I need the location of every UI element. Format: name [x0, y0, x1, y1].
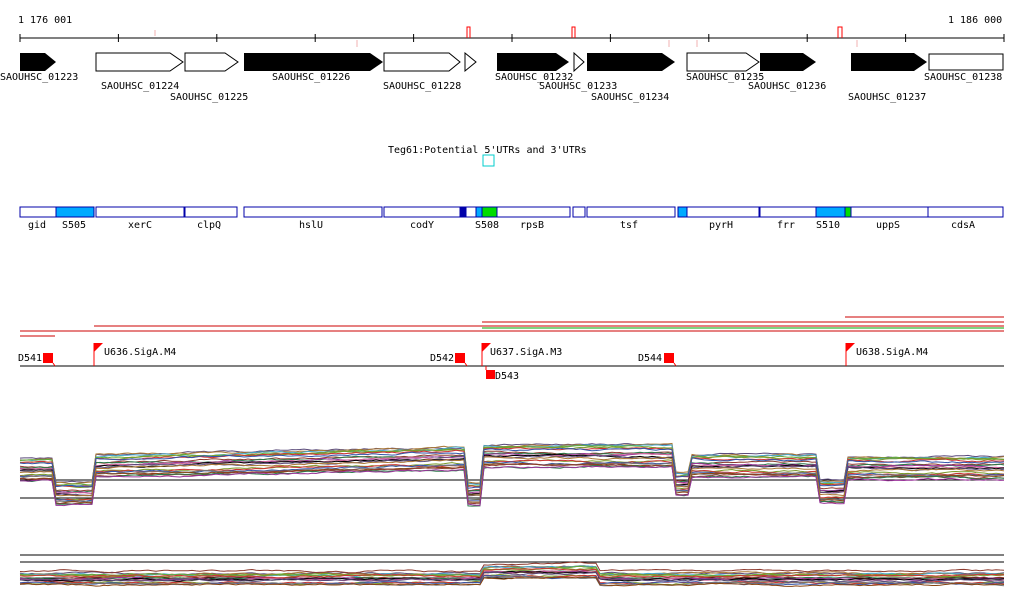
region-rpsb[interactable] [496, 206, 571, 218]
gene-label: SAOUHSC_01237 [848, 92, 926, 103]
expression-profile-line [19, 462, 1005, 503]
gene-region-track: gid S505 xerC clpQ hslU codY S508 rpsB t… [19, 206, 1004, 231]
gene-name-label: clpQ [197, 220, 221, 231]
gene-arrow-saouhsc-01232[interactable]: SAOUHSC_01232 [495, 53, 573, 83]
gene-label: SAOUHSC_01236 [748, 81, 826, 92]
region-s508[interactable] [475, 206, 483, 218]
gene-name-label: frr [777, 220, 795, 231]
utr-feature[interactable] [482, 154, 495, 167]
expression-profile-line [19, 447, 1005, 488]
region-cody[interactable] [383, 206, 461, 218]
expression-profile-line [19, 465, 1005, 507]
terminator-d542[interactable]: D542 [430, 353, 468, 367]
region-gid[interactable] [19, 206, 57, 218]
region-s505[interactable] [55, 206, 95, 218]
expression-track-lower [19, 554, 1005, 587]
ruler-end-label: 1 186 000 [948, 15, 1002, 26]
gene-name-label: hslU [299, 220, 323, 231]
gene-label: SAOUHSC_01234 [591, 92, 669, 103]
region-hslu[interactable] [243, 206, 383, 218]
terminator-d541[interactable]: D541 [18, 353, 56, 367]
gene-label: SAOUHSC_01223 [0, 72, 78, 83]
utr-track-label: Teg61:Potential 5'UTRs and 3'UTRs [388, 145, 587, 156]
gene-arrow-saouhsc-01223[interactable]: SAOUHSC_01223 [0, 53, 78, 83]
promoter-label: U636.SigA.M4 [104, 347, 176, 358]
region-clpq[interactable] [184, 206, 238, 218]
expression-profile-line [19, 443, 1005, 485]
ruler-markers [466, 26, 843, 38]
gene-arrow-saouhsc-01228[interactable]: SAOUHSC_01228 [383, 51, 477, 92]
gene-arrow-saouhsc-01235[interactable]: SAOUHSC_01235 [686, 52, 764, 83]
expression-profile-line [19, 456, 1005, 497]
gene-name-label: S510 [816, 220, 840, 231]
gene-arrow-saouhsc-01237[interactable]: SAOUHSC_01237 [848, 53, 927, 103]
gene-label: SAOUHSC_01226 [272, 72, 350, 83]
expression-profile-line [19, 561, 1005, 574]
gene-arrow-saouhsc-01224[interactable]: SAOUHSC_01224 [95, 52, 184, 92]
promoter-label: U638.SigA.M4 [856, 347, 928, 358]
region-xerc[interactable] [95, 206, 185, 218]
promoter-label: D543 [495, 371, 519, 382]
gene-name-label: pyrH [709, 220, 733, 231]
region-upps[interactable] [850, 206, 929, 218]
expression-profile-line [19, 442, 1005, 485]
promoter-label: D541 [18, 353, 42, 364]
gene-label: SAOUHSC_01232 [495, 72, 573, 83]
region-s510[interactable] [815, 206, 846, 218]
gene-name-label: uppS [876, 220, 900, 231]
gene-name-label: S505 [62, 220, 86, 231]
gene-label: SAOUHSC_01235 [686, 72, 764, 83]
gene-name-label: cdsA [951, 220, 975, 231]
terminator-d544[interactable]: D544 [638, 353, 677, 367]
region-cdsa[interactable] [927, 206, 1004, 218]
gene-name-label: gid [28, 220, 46, 231]
promoter-u638[interactable]: U638.SigA.M4 [845, 343, 928, 366]
gene-name-label: rpsB [520, 220, 544, 231]
region-pyrh[interactable] [686, 206, 760, 218]
gene-label: SAOUHSC_01233 [539, 81, 617, 92]
gene-name-label: xerC [128, 220, 152, 231]
gene-arrow-saouhsc-01233[interactable]: SAOUHSC_01233 [539, 51, 617, 92]
gene-name-label: S508 [475, 220, 499, 231]
gene-arrow-saouhsc-01225[interactable]: SAOUHSC_01225 [170, 52, 248, 103]
promoter-label: D542 [430, 353, 454, 364]
cds-track: SAOUHSC_01223 SAOUHSC_01224 SAOUHSC_0122… [0, 51, 1004, 103]
gene-name-label: tsf [620, 220, 638, 231]
region-tsf[interactable] [586, 206, 676, 218]
promoter-label: D544 [638, 353, 662, 364]
promoter-label: U637.SigA.M3 [490, 347, 562, 358]
expression-profile-line [19, 447, 1005, 489]
coordinate-ruler: 1 176 001 1 186 000 [18, 15, 1005, 47]
ruler-start-label: 1 176 001 [18, 15, 72, 26]
expression-profile-line [19, 567, 1005, 579]
utr-track: Teg61:Potential 5'UTRs and 3'UTRs [388, 145, 587, 167]
gene-arrow-saouhsc-01234[interactable]: SAOUHSC_01234 [587, 53, 675, 103]
gene-arrow-saouhsc-01226[interactable]: SAOUHSC_01226 [244, 53, 383, 83]
gene-name-label: codY [410, 220, 434, 231]
promoter-track: D541 U636.SigA.M4 D542 U637.SigA.M3 D543 [18, 343, 1004, 382]
promoter-u636[interactable]: U636.SigA.M4 [93, 343, 176, 366]
gene-label: SAOUHSC_01228 [383, 81, 461, 92]
terminator-d543[interactable]: D543 [485, 366, 519, 382]
expression-track-upper [19, 442, 1005, 507]
expression-profile-line [19, 571, 1005, 584]
gene-arrow-saouhsc-01236[interactable]: SAOUHSC_01236 [748, 53, 826, 92]
expression-profile-line [19, 575, 1005, 587]
expression-profile-line [19, 576, 1005, 587]
expression-profile-line [19, 465, 1005, 507]
region-frr[interactable] [759, 206, 817, 218]
gene-label: SAOUHSC_01238 [924, 72, 1002, 83]
gene-label: SAOUHSC_01225 [170, 92, 248, 103]
transcript-lines [20, 316, 1004, 337]
promoter-u637[interactable]: U637.SigA.M3 [481, 343, 562, 366]
gene-arrow-saouhsc-01238[interactable]: SAOUHSC_01238 [924, 53, 1004, 83]
expression-profile-line [19, 452, 1005, 495]
gene-label: SAOUHSC_01224 [101, 81, 179, 92]
